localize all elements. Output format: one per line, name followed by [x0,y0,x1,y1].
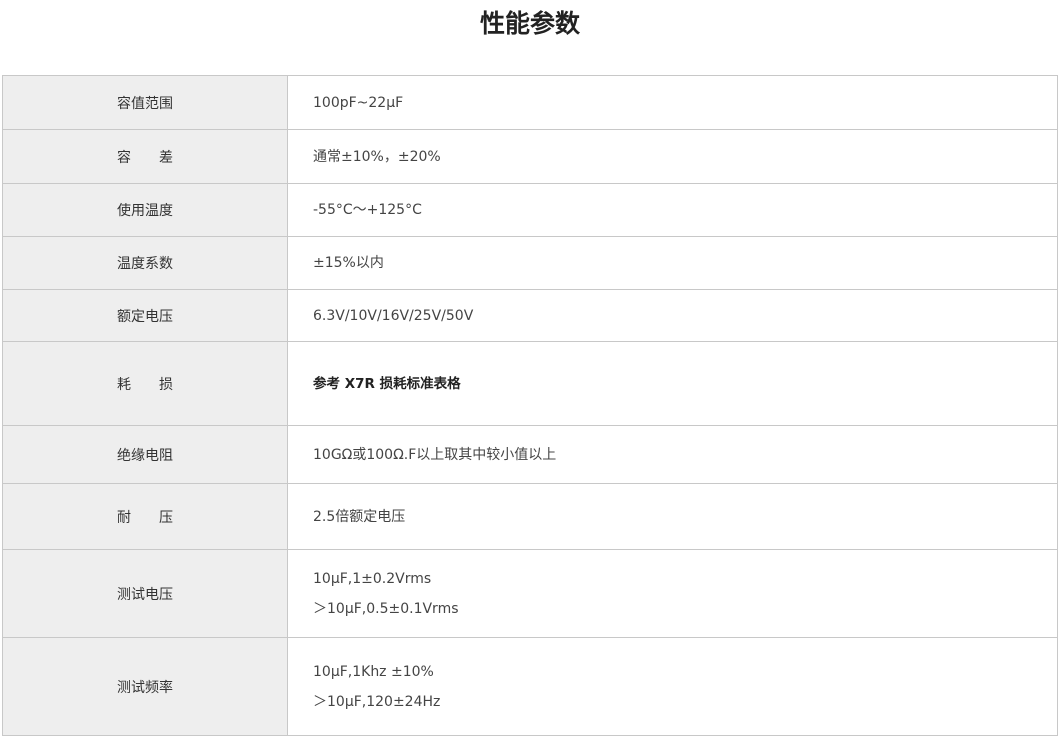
row-value: 10μF,1±0.2Vrms ＞10μF,0.5±0.1Vrms [287,549,1058,638]
value-line: 6.3V/10V/16V/25V/50V [313,307,474,324]
row-value: 参考 X7R 损耗标准表格 [287,341,1058,426]
spec-table: 容值范围 100pF~22μF 容 差 通常±10%，±20% 使用温度 -55°C～+… [2,75,1058,736]
row-label: 测试频率 [2,637,288,736]
row-label: 测试电压 [2,549,288,638]
value-line: ＞10μF,120±24Hz [313,693,441,710]
row-value: 通常±10%，±20% [287,129,1058,184]
value-line: 参考 X7R 损耗标准表格 [313,375,461,392]
table-row: 额定电压 6.3V/10V/16V/25V/50V [2,289,1058,342]
table-row: 容 差 通常±10%，±20% [2,129,1058,184]
row-value: 100pF~22μF [287,75,1058,130]
value-line: 2.5倍额定电压 [313,508,406,525]
table-row: 使用温度 -55°C～+125°C [2,183,1058,237]
row-label: 绝缘电阻 [2,425,288,484]
value-line: 10μF,1Khz ±10% [313,663,434,680]
value-line: 通常±10%，±20% [313,148,441,165]
page-title: 性能参数 [479,9,580,38]
row-label: 使用温度 [2,183,288,237]
row-value: ±15%以内 [287,236,1058,290]
table-row: 耗 损 参考 X7R 损耗标准表格 [2,341,1058,426]
row-value: -55°C～+125°C [287,183,1058,237]
value-line: 10GΩ或100Ω.F以上取其中较小值以上 [313,446,557,463]
row-label: 容值范围 [2,75,288,130]
value-line: 100pF~22μF [313,94,404,111]
row-label: 容 差 [2,129,288,184]
table-row: 容值范围 100pF~22μF [2,75,1058,130]
table-row: 测试频率 10μF,1Khz ±10% ＞10μF,120±24Hz [2,637,1058,736]
value-line: ±15%以内 [313,255,384,271]
row-label: 耐 压 [2,483,288,550]
row-label: 额定电压 [2,289,288,342]
row-value: 2.5倍额定电压 [287,483,1058,550]
row-value: 10GΩ或100Ω.F以上取其中较小值以上 [287,425,1058,484]
row-value: 6.3V/10V/16V/25V/50V [287,289,1058,342]
row-label: 耗 损 [2,341,288,426]
table-row: 测试电压 10μF,1±0.2Vrms ＞10μF,0.5±0.1Vrms [2,549,1058,638]
table-row: 温度系数 ±15%以内 [2,236,1058,290]
value-line: ＞10μF,0.5±0.1Vrms [313,600,459,617]
value-line: 10μF,1±0.2Vrms [313,570,432,587]
row-value: 10μF,1Khz ±10% ＞10μF,120±24Hz [287,637,1058,736]
row-label: 温度系数 [2,236,288,290]
table-row: 耐 压 2.5倍额定电压 [2,483,1058,550]
table-row: 绝缘电阻 10GΩ或100Ω.F以上取其中较小值以上 [2,425,1058,484]
value-line: -55°C～+125°C [313,202,422,218]
